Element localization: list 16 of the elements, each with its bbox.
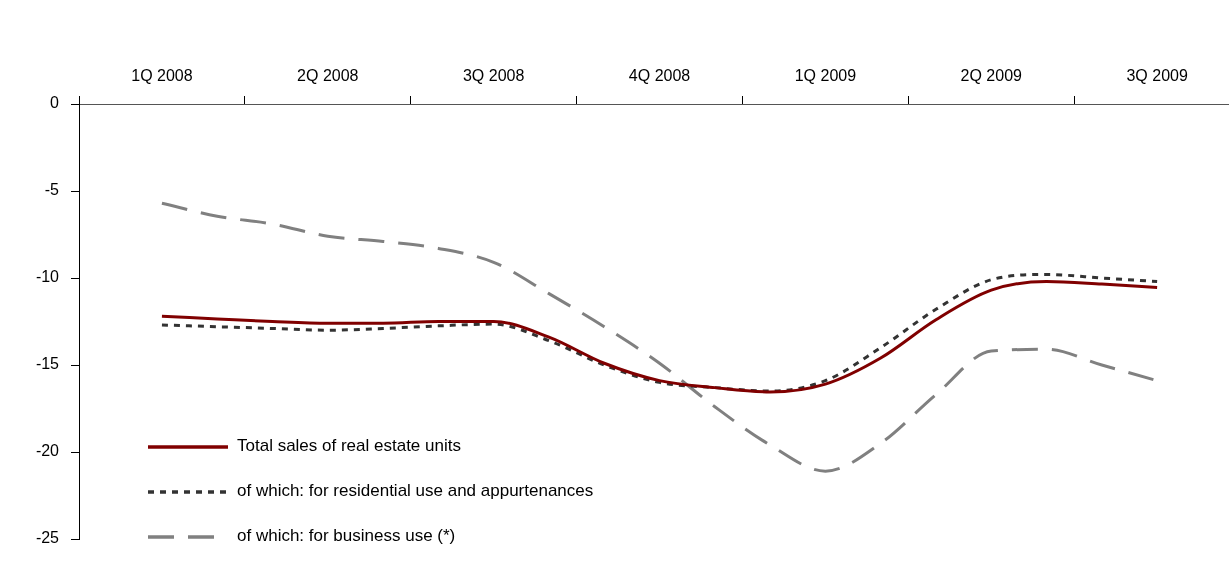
y-tick-label: -5: [44, 181, 60, 199]
x-tick-label: 2Q 2008: [297, 66, 359, 84]
x-tick-label: 3Q 2009: [1126, 66, 1188, 84]
legend-label: of which: for residential use and appurtenances: [237, 480, 594, 500]
x-tick-label: 4Q 2008: [628, 66, 691, 84]
x-tick-label: 2Q 2009: [960, 66, 1023, 84]
legend-label: of which: for business use (*): [237, 525, 456, 545]
y-tick-label: -10: [35, 268, 60, 286]
x-tick-label: 1Q 2008: [131, 66, 193, 84]
y-tick-label: -20: [35, 442, 60, 460]
x-tick-label: 1Q 2009: [794, 66, 857, 84]
x-tick-label: 3Q 2008: [462, 66, 525, 84]
y-tick-label: 0: [50, 94, 60, 112]
legend-label: Total sales of real estate units: [237, 435, 461, 455]
y-tick-label: -15: [35, 355, 60, 373]
y-tick-label: -25: [35, 529, 60, 547]
